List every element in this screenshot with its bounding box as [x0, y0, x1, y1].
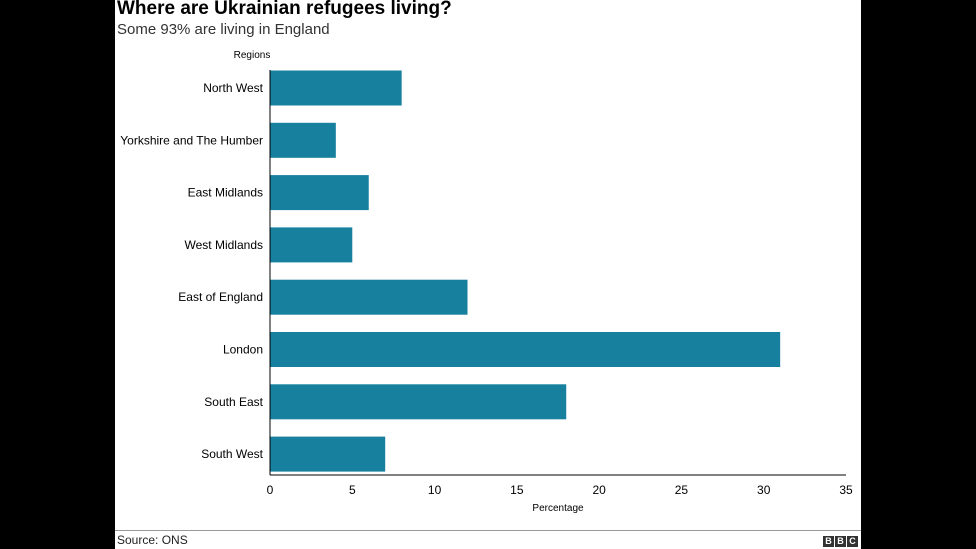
category-label: East of England: [178, 290, 263, 304]
chart-panel: Where are Ukrainian refugees living? Som…: [115, 0, 861, 549]
bar-chart: Regions North West Yorkshire and The Humb…: [120, 50, 853, 514]
x-tick-label: 35: [839, 483, 853, 497]
category-label: South East: [204, 395, 263, 409]
category-label: West Midlands: [185, 238, 263, 252]
bar: [270, 70, 402, 106]
category-label: South West: [201, 447, 263, 461]
x-tick-label: 20: [592, 483, 606, 497]
bar: [270, 279, 468, 315]
category-label: North West: [203, 81, 263, 95]
bar: [270, 227, 353, 263]
category-label: East Midlands: [188, 186, 263, 200]
category-label: London: [223, 343, 263, 357]
y-axis-label: Regions: [234, 50, 271, 61]
bbc-logo-letter: B: [823, 536, 834, 547]
chart-title: Where are Ukrainian refugees living?: [117, 0, 452, 19]
footer-divider: [115, 530, 861, 531]
category-label: Yorkshire and The Humber: [120, 133, 263, 147]
bar: [270, 332, 781, 367]
bbc-logo-letter: C: [847, 536, 858, 547]
x-tick-label: 25: [675, 483, 689, 497]
chart-subtitle: Some 93% are living in England: [117, 21, 330, 38]
bar: [270, 436, 386, 472]
source-note: Source: ONS: [117, 533, 188, 547]
bar: [270, 175, 369, 211]
x-tick-label: 30: [757, 483, 771, 497]
x-tick-labels: 0 5 10 15 20 25 30 35: [267, 483, 853, 497]
x-tick-label: 5: [349, 483, 356, 497]
x-axis-label: Percentage: [532, 503, 584, 514]
bars-layer: [270, 70, 781, 472]
bar: [270, 122, 336, 158]
bar: [270, 384, 567, 420]
x-tick-label: 10: [428, 483, 442, 497]
bbc-logo-letter: B: [835, 536, 846, 547]
x-tick-label: 15: [510, 483, 524, 497]
bbc-logo: B B C: [823, 536, 858, 547]
category-labels: North West Yorkshire and The Humber East M…: [120, 81, 263, 461]
x-tick-label: 0: [267, 483, 274, 497]
